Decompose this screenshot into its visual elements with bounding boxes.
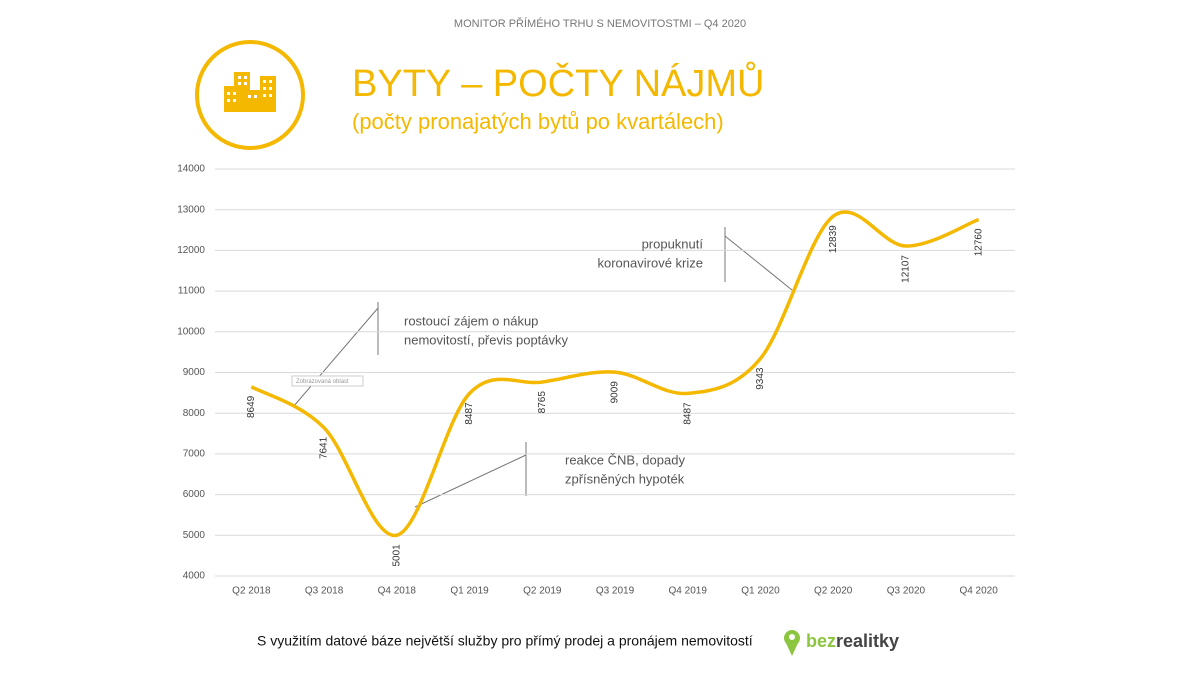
data-label: 8649 <box>246 395 257 418</box>
data-label: 9009 <box>610 381 621 404</box>
data-label: 12760 <box>973 228 984 256</box>
y-tick-label: 14000 <box>177 164 205 175</box>
y-tick-label: 13000 <box>177 204 205 215</box>
x-tick-label: Q4 2018 <box>378 586 417 597</box>
y-tick-label: 6000 <box>183 489 206 500</box>
annotation: zpřísněných hypoték <box>565 471 685 486</box>
x-tick-label: Q1 2020 <box>741 586 780 597</box>
data-label: 12839 <box>828 225 839 253</box>
data-label: 8487 <box>464 402 475 425</box>
data-label: 8487 <box>682 402 693 425</box>
y-tick-label: 11000 <box>178 286 206 297</box>
annotation: propuknutí <box>642 236 704 251</box>
logo: bezrealitky <box>806 631 899 651</box>
chart-subtitle: (počty pronajatých bytů po kvartálech) <box>352 109 724 134</box>
y-tick-label: 8000 <box>183 408 206 419</box>
data-label: 7641 <box>319 436 330 459</box>
logo-part: realitky <box>836 631 899 651</box>
data-label: 9343 <box>755 367 766 390</box>
x-tick-label: Q4 2019 <box>669 586 708 597</box>
chart-title: BYTY – POČTY NÁJMŮ <box>352 60 764 105</box>
x-tick-label: Q2 2018 <box>232 586 271 597</box>
y-tick-label: 7000 <box>183 449 206 460</box>
x-tick-label: Q3 2019 <box>596 586 635 597</box>
annotation: rostoucí zájem o nákup <box>404 313 538 328</box>
y-tick-label: 4000 <box>183 571 206 582</box>
icon <box>195 40 305 150</box>
y-tick-label: 9000 <box>183 367 206 378</box>
x-tick-label: Q2 2019 <box>523 586 562 597</box>
logo-icon <box>784 630 800 656</box>
annotation: reakce ČNB, dopady <box>565 452 685 467</box>
y-tick-label: 5000 <box>183 530 206 541</box>
header: MONITOR PŘÍMÉHO TRHU S NEMOVITOSTMI – Q4… <box>454 17 746 30</box>
tooltip: Zobrazovaná oblast <box>296 379 349 385</box>
x-tick-label: Q1 2019 <box>450 586 489 597</box>
line <box>250 210 980 538</box>
annotation: nemovitostí, převis poptávky <box>404 332 569 347</box>
x-tick-label: Q3 2018 <box>305 586 344 597</box>
x-tick-label: Q2 2020 <box>814 586 853 597</box>
y-tick-label: 12000 <box>177 245 205 256</box>
callout-lines <box>292 227 793 508</box>
footer: S využitím datové báze největší služby p… <box>257 633 753 649</box>
data-label: 5001 <box>391 544 402 567</box>
x-tick-label: Q3 2020 <box>887 586 926 597</box>
tooltip-box <box>291 375 364 387</box>
x-tick-label: Q4 2020 <box>959 586 998 597</box>
data-label: 8765 <box>537 391 548 414</box>
y-tick-label: 10000 <box>177 326 205 337</box>
logo-part: bez <box>806 631 836 651</box>
annotation: koronavirové krize <box>598 255 704 270</box>
data-label: 12107 <box>901 255 912 283</box>
